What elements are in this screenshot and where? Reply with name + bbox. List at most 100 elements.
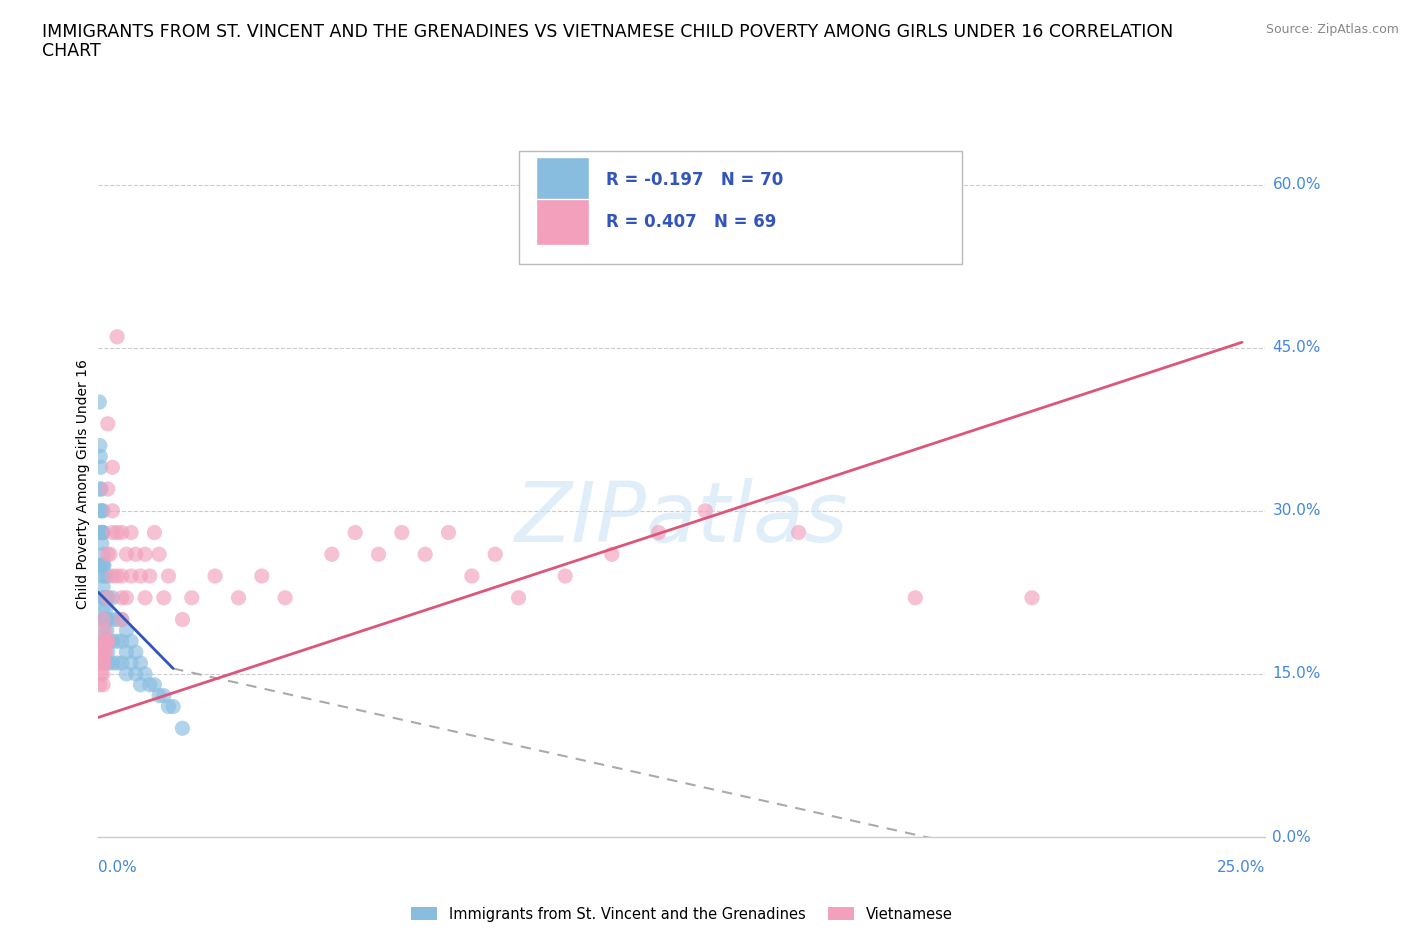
- Text: ZIPatlas: ZIPatlas: [515, 478, 849, 560]
- Point: [787, 525, 810, 540]
- Point: [111, 568, 134, 583]
- Point: [89, 677, 111, 692]
- Point: [115, 591, 138, 605]
- Point: [111, 612, 134, 627]
- Point: [97, 634, 120, 649]
- Point: [98, 547, 121, 562]
- Point: [90, 525, 112, 540]
- Point: [91, 634, 114, 649]
- Point: [94, 644, 117, 659]
- Point: [105, 634, 128, 649]
- Point: [91, 558, 114, 573]
- Text: CHART: CHART: [42, 42, 101, 60]
- Point: [250, 568, 273, 583]
- Point: [134, 591, 156, 605]
- Text: 45.0%: 45.0%: [1272, 340, 1320, 355]
- Point: [143, 525, 166, 540]
- Point: [180, 591, 202, 605]
- Point: [554, 568, 576, 583]
- Point: [143, 677, 166, 692]
- FancyBboxPatch shape: [536, 199, 589, 246]
- Point: [105, 612, 128, 627]
- Point: [89, 438, 111, 453]
- Point: [91, 525, 114, 540]
- Text: 0.0%: 0.0%: [1272, 830, 1312, 844]
- Point: [91, 558, 114, 573]
- Point: [91, 568, 114, 583]
- Point: [120, 634, 142, 649]
- Point: [91, 644, 114, 659]
- Point: [91, 634, 114, 649]
- Point: [461, 568, 484, 583]
- Point: [129, 677, 152, 692]
- Point: [94, 612, 117, 627]
- Text: R = -0.197   N = 70: R = -0.197 N = 70: [606, 171, 783, 189]
- Point: [97, 417, 120, 432]
- Point: [91, 623, 114, 638]
- Point: [97, 591, 120, 605]
- Point: [94, 591, 117, 605]
- Point: [93, 591, 115, 605]
- Point: [97, 656, 120, 671]
- Point: [101, 568, 124, 583]
- Point: [90, 558, 112, 573]
- Point: [97, 612, 120, 627]
- Point: [148, 688, 170, 703]
- Point: [97, 568, 120, 583]
- Point: [96, 634, 118, 649]
- Point: [134, 547, 156, 562]
- Point: [101, 656, 124, 671]
- Point: [89, 482, 111, 497]
- Point: [152, 591, 174, 605]
- Point: [129, 568, 152, 583]
- Point: [125, 644, 148, 659]
- Text: Source: ZipAtlas.com: Source: ZipAtlas.com: [1265, 23, 1399, 36]
- Point: [413, 547, 436, 562]
- Point: [120, 525, 142, 540]
- Text: R = 0.407   N = 69: R = 0.407 N = 69: [606, 213, 776, 231]
- Point: [111, 591, 134, 605]
- Point: [97, 591, 120, 605]
- Point: [152, 688, 174, 703]
- Point: [90, 644, 112, 659]
- Point: [89, 449, 111, 464]
- Legend: Immigrants from St. Vincent and the Grenadines, Vietnamese: Immigrants from St. Vincent and the Gren…: [411, 907, 953, 922]
- Point: [91, 656, 114, 671]
- Point: [344, 525, 367, 540]
- Point: [162, 699, 184, 714]
- Point: [97, 644, 120, 659]
- Text: 60.0%: 60.0%: [1272, 177, 1320, 193]
- Point: [111, 612, 134, 627]
- Point: [91, 612, 114, 627]
- Point: [91, 525, 114, 540]
- Point: [157, 568, 180, 583]
- Point: [125, 547, 148, 562]
- Text: 0.0%: 0.0%: [98, 860, 138, 875]
- Point: [437, 525, 460, 540]
- Y-axis label: Child Poverty Among Girls Under 16: Child Poverty Among Girls Under 16: [76, 359, 90, 608]
- Point: [367, 547, 389, 562]
- Point: [115, 644, 138, 659]
- Point: [508, 591, 530, 605]
- Point: [125, 667, 148, 682]
- Point: [274, 591, 297, 605]
- Point: [129, 656, 152, 671]
- Point: [91, 601, 114, 616]
- Point: [139, 568, 162, 583]
- Point: [94, 623, 117, 638]
- Point: [90, 536, 112, 551]
- Point: [93, 656, 115, 671]
- Point: [172, 721, 194, 736]
- Text: 25.0%: 25.0%: [1218, 860, 1265, 875]
- Point: [484, 547, 506, 562]
- Point: [105, 329, 128, 344]
- Point: [90, 503, 112, 518]
- Point: [120, 656, 142, 671]
- Point: [101, 503, 124, 518]
- Point: [695, 503, 717, 518]
- Point: [90, 667, 112, 682]
- Point: [600, 547, 623, 562]
- Point: [89, 503, 111, 518]
- Point: [94, 591, 117, 605]
- Point: [94, 634, 117, 649]
